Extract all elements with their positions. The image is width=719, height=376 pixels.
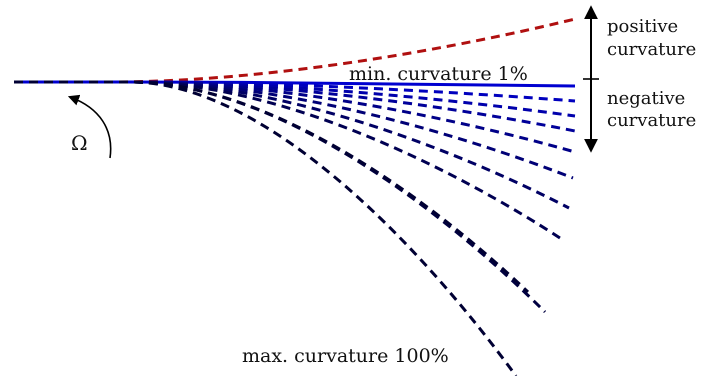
negative-curve-4 bbox=[14, 80, 576, 133]
negative-curve-10 bbox=[14, 80, 530, 294]
negative-curve-9 bbox=[14, 80, 547, 314]
rotation-arrow bbox=[67, 94, 112, 159]
omega-label: Ω bbox=[71, 131, 88, 155]
negative-curve-6 bbox=[14, 80, 574, 180]
negative-curve-5 bbox=[14, 80, 576, 154]
positive-label-line2: curvature bbox=[607, 39, 696, 60]
positive-label-line1: positive bbox=[607, 16, 678, 37]
min-curvature-label: min. curvature 1% bbox=[349, 63, 528, 85]
negative-curve-7 bbox=[14, 80, 570, 210]
max-curvature-label: max. curvature 100% bbox=[242, 345, 449, 367]
negative-curve-3 bbox=[14, 80, 576, 118]
curve-group bbox=[14, 17, 576, 376]
negative-label-line2: curvature bbox=[607, 110, 696, 131]
positive-curvature-curve bbox=[14, 17, 576, 84]
negative-label-line1: negative bbox=[607, 88, 685, 109]
max-curvature-curve bbox=[14, 80, 518, 376]
